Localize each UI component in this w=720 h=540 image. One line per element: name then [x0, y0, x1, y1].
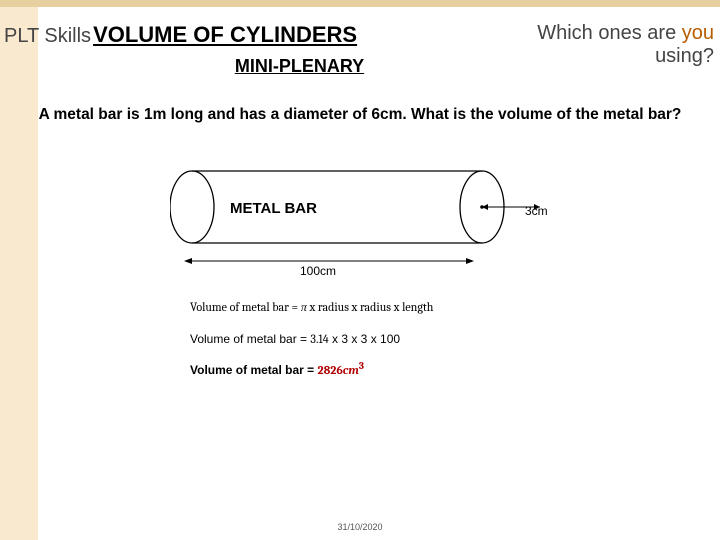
formula2-mid: x 3 x 3 x 100: [329, 332, 400, 346]
header-left: PLT SkillsVOLUME OF CYLINDERS MINI-PLENA…: [0, 22, 505, 77]
pi-value: 3.14: [310, 332, 328, 346]
answer-value: 2826cm3: [317, 363, 363, 377]
question-text: A metal bar is 1m long and has a diamete…: [10, 105, 710, 125]
formula2-pre: Volume of metal bar =: [190, 332, 310, 346]
formula1-pre: Volume of metal bar =: [190, 300, 301, 314]
page-title: VOLUME OF CYLINDERS: [93, 22, 357, 47]
header: PLT SkillsVOLUME OF CYLINDERS MINI-PLENA…: [0, 22, 720, 77]
prompt-part2: using?: [655, 45, 714, 67]
prompt-you: you: [682, 22, 714, 44]
formula-substituted: Volume of metal bar = 3.14 x 3 x 3 x 100: [190, 332, 400, 346]
metal-bar-label: METAL BAR: [230, 200, 317, 217]
sidebar-stripe: [0, 0, 38, 540]
formula3-pre: Volume of metal bar =: [190, 363, 317, 377]
header-right: Which ones are you using?: [505, 22, 720, 77]
page-subtitle: MINI-PLENARY: [4, 56, 505, 77]
footer-date: 31/10/2020: [0, 522, 720, 532]
length-label: 100cm: [300, 264, 336, 278]
radius-label: 3cm: [525, 204, 548, 218]
formula1-post: x radius x radius x length: [307, 300, 434, 314]
prompt-part1: Which ones are: [537, 22, 682, 44]
plt-skills-label: PLT Skills: [4, 25, 93, 47]
prompt-text: Which ones are you using?: [505, 22, 714, 68]
formula-general: Volume of metal bar = π x radius x radiu…: [190, 300, 433, 315]
top-accent-bar: [0, 0, 720, 7]
formula-answer: Volume of metal bar = 2826cm3: [190, 360, 364, 377]
